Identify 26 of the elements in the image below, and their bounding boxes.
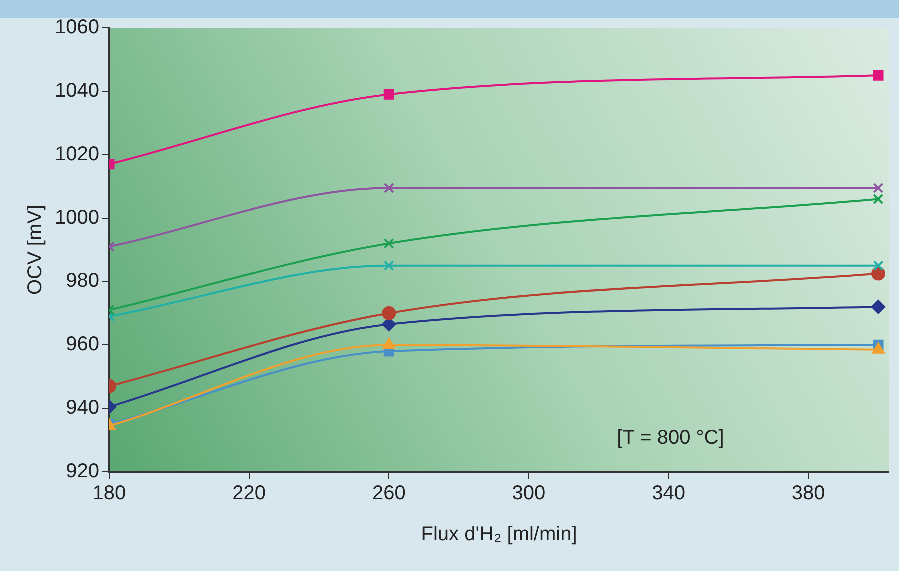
y-tick-label: 1040: [54, 80, 100, 102]
point: [872, 266, 886, 281]
annotation: [T = 800 °C]: [617, 427, 724, 449]
y-tick-label: 940: [66, 397, 100, 420]
x-tick-label: 300: [512, 482, 546, 505]
y-tick-label: 980: [66, 270, 100, 292]
x-tick-label: 260: [372, 482, 406, 505]
point: [873, 70, 884, 81]
point: [872, 300, 886, 314]
y-tick-label: 1000: [54, 206, 100, 229]
x-tick-label: 180: [92, 482, 126, 505]
point: [382, 306, 396, 320]
y-tick-label: 1020: [54, 143, 100, 166]
x-tick-label: 220: [232, 482, 266, 505]
y-tick-label: 960: [66, 334, 100, 356]
x-tick-label: 380: [792, 482, 826, 505]
y-axis-title: OCV [mV]: [24, 204, 47, 296]
y-tick-label: 1060: [54, 16, 100, 39]
point: [382, 318, 396, 332]
point: [873, 260, 884, 272]
point: [873, 182, 884, 194]
point: [872, 342, 885, 354]
y-tick-label: 920: [66, 460, 100, 483]
x-tick-label: 340: [652, 482, 686, 505]
x-axis-title: Flux d'H₂ [ml/min]: [421, 524, 578, 546]
point: [873, 194, 884, 204]
